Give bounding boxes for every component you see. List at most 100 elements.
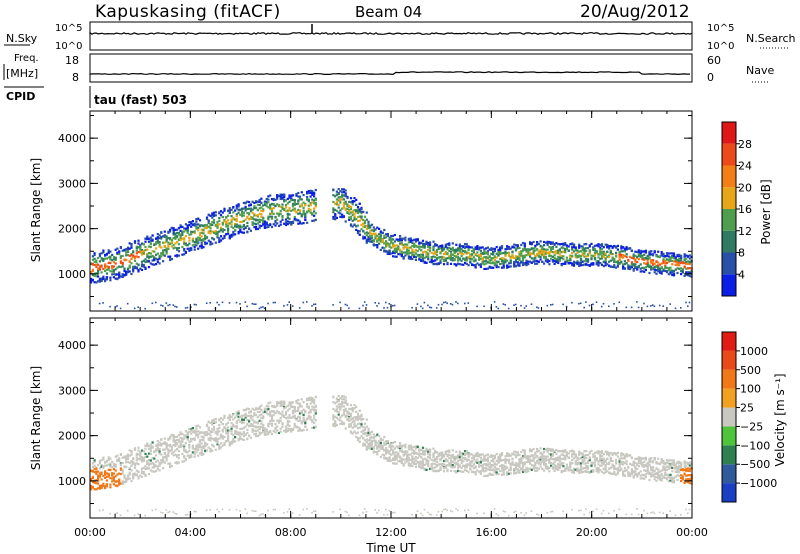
power-cell bbox=[104, 265, 107, 268]
power-cell bbox=[211, 230, 214, 233]
power-cell bbox=[374, 302, 376, 304]
power-cell bbox=[298, 209, 302, 212]
velocity-cell bbox=[128, 461, 131, 464]
power-cell bbox=[499, 263, 502, 266]
velocity-cell bbox=[349, 404, 353, 407]
power-cell bbox=[653, 251, 656, 254]
velocity-cell bbox=[383, 514, 385, 516]
power-cell bbox=[362, 210, 365, 214]
power-cell bbox=[583, 249, 586, 252]
velocity-cell bbox=[358, 409, 361, 412]
power-cell bbox=[427, 243, 430, 246]
velocity-cell bbox=[339, 397, 342, 400]
velocity-cell bbox=[239, 427, 242, 431]
velocity-cell bbox=[130, 464, 133, 467]
velocity-cell bbox=[155, 448, 158, 451]
power-cell bbox=[564, 248, 567, 252]
power-cell bbox=[137, 264, 140, 267]
velocity-cell bbox=[313, 417, 316, 420]
power-cell bbox=[513, 256, 516, 259]
power-cell bbox=[425, 253, 428, 256]
velocity-cell bbox=[355, 435, 358, 438]
power-cell bbox=[432, 252, 435, 255]
power-cell bbox=[567, 262, 570, 265]
velocity-cell bbox=[267, 431, 270, 434]
power-cell bbox=[497, 251, 500, 254]
power-cell bbox=[411, 248, 414, 251]
velocity-cell bbox=[188, 443, 191, 446]
velocity-cell bbox=[360, 419, 363, 422]
velocity-cell bbox=[288, 401, 291, 404]
power-cell bbox=[234, 209, 237, 212]
velocity-cell bbox=[191, 427, 194, 430]
velocity-cell bbox=[337, 400, 340, 403]
velocity-cell bbox=[383, 453, 386, 457]
power-cell bbox=[111, 270, 114, 273]
velocity-cell bbox=[205, 433, 209, 436]
power-cell bbox=[291, 194, 295, 197]
power-cell bbox=[558, 248, 561, 251]
power-cell bbox=[421, 246, 425, 249]
power-cell bbox=[446, 261, 449, 264]
power-cell bbox=[457, 249, 460, 252]
power-cell bbox=[133, 307, 136, 310]
power-cell bbox=[430, 251, 433, 254]
power-cell bbox=[483, 305, 485, 308]
power-cell bbox=[683, 253, 686, 256]
power-cell bbox=[344, 220, 347, 223]
velocity-cell bbox=[256, 429, 259, 432]
power-cell bbox=[658, 268, 662, 271]
power-cell bbox=[158, 255, 161, 259]
power-cell bbox=[291, 202, 295, 205]
power-cell bbox=[311, 219, 314, 222]
power-cell bbox=[162, 305, 164, 307]
power-cell bbox=[234, 233, 237, 236]
power-cell bbox=[242, 228, 245, 231]
power-cell bbox=[465, 251, 468, 254]
power-cell bbox=[105, 268, 108, 271]
power-cell bbox=[485, 267, 488, 270]
velocity-cell bbox=[98, 509, 101, 512]
velocity-cell bbox=[232, 418, 235, 421]
power-cell bbox=[507, 247, 511, 250]
velocity-cell bbox=[98, 475, 101, 478]
power-cell bbox=[176, 254, 179, 257]
power-cell bbox=[442, 259, 446, 262]
power-cell bbox=[441, 247, 444, 251]
power-cell bbox=[135, 262, 138, 265]
power-cell bbox=[400, 253, 403, 256]
velocity-cell bbox=[258, 425, 261, 428]
velocity-cell bbox=[276, 425, 279, 428]
velocity-cell bbox=[184, 514, 187, 516]
power-cell bbox=[521, 248, 525, 251]
velocity-cell bbox=[204, 444, 207, 447]
power-cell bbox=[551, 247, 554, 250]
power-cell bbox=[655, 272, 658, 275]
velocity-cell bbox=[256, 434, 259, 438]
power-cell bbox=[555, 245, 558, 248]
power-cell bbox=[467, 251, 470, 254]
power-cell bbox=[688, 272, 691, 275]
velocity-cell bbox=[242, 414, 245, 417]
power-cell bbox=[165, 235, 168, 238]
power-cell bbox=[608, 260, 611, 263]
velocity-cell bbox=[184, 441, 187, 445]
power-cell bbox=[140, 265, 144, 268]
power-cell bbox=[307, 209, 310, 212]
power-cell bbox=[420, 249, 423, 252]
power-cell bbox=[600, 244, 604, 247]
velocity-cell bbox=[216, 437, 219, 441]
power-cell bbox=[309, 208, 312, 211]
power-cell bbox=[521, 257, 525, 260]
power-cell bbox=[183, 248, 186, 251]
power-cell bbox=[367, 222, 370, 226]
power-cell bbox=[116, 273, 119, 276]
power-cell bbox=[409, 257, 412, 261]
power-cell bbox=[644, 250, 647, 253]
velocity-cell bbox=[297, 429, 300, 432]
power-cell bbox=[242, 201, 245, 205]
velocity-cell bbox=[170, 452, 173, 455]
power-cell bbox=[119, 307, 122, 310]
velocity-cell bbox=[290, 428, 293, 431]
power-cell bbox=[576, 251, 579, 254]
